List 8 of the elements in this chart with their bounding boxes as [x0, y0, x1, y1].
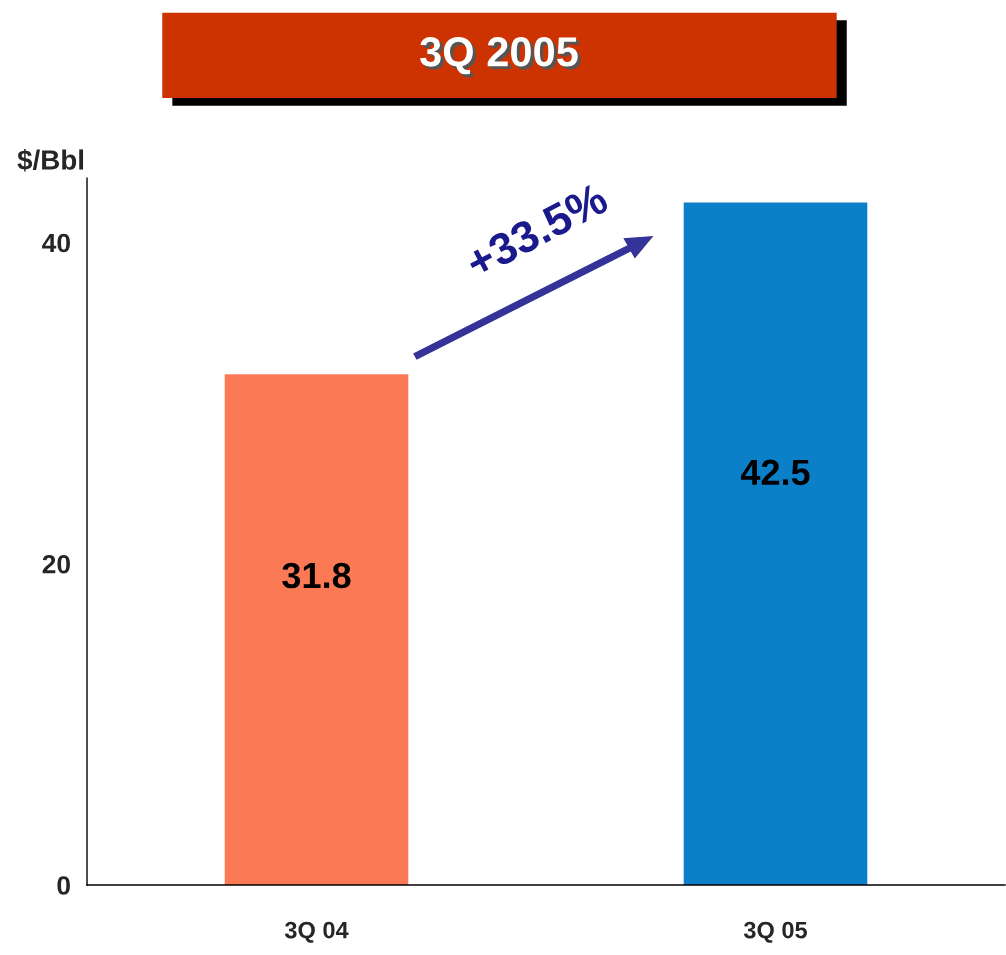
y-tick-label: 20	[42, 554, 70, 574]
data-label: 42.5	[740, 459, 810, 486]
y-tick-label: 40	[42, 233, 70, 253]
x-tick-label: 3Q 05	[743, 921, 807, 943]
y-tick-label: 0	[57, 876, 70, 895]
data-label: 31.8	[282, 562, 351, 589]
x-tick-label: 3Q 04	[284, 921, 349, 943]
y-axis-title: $/Bbl	[17, 148, 84, 172]
